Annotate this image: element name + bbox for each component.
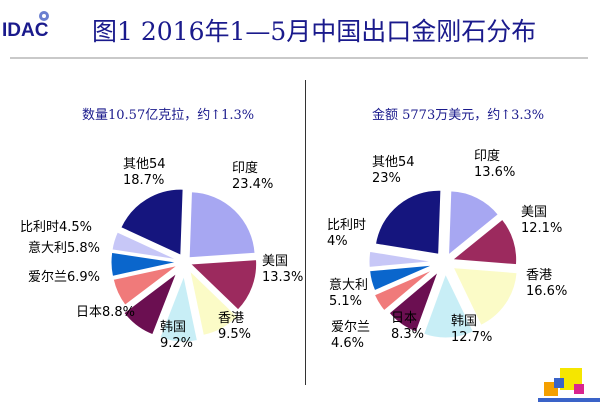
left-chart-title: 数量10.57亿克拉，约↑1.3% [82, 108, 255, 123]
pie-slice-比利时 [111, 231, 178, 261]
slice-label-印度: 印度 13.6% [474, 148, 515, 180]
pie-slice-印度 [188, 191, 256, 259]
pie-slice-印度 [448, 190, 499, 256]
pie-slice-香港 [189, 269, 239, 336]
slice-label-美国: 美国 13.3% [262, 254, 303, 285]
slice-label-意大利: 意大利 5.1% [329, 277, 368, 309]
title-divider [10, 57, 588, 59]
chart-divider [305, 80, 306, 385]
logo-text: IDAC [2, 20, 49, 41]
slice-label-印度: 印度 23.4% [232, 160, 273, 192]
slice-label-韩国: 韩国 12.7% [451, 314, 492, 345]
slice-label-美国: 美国 12.1% [521, 205, 562, 236]
pie-slice-美国 [451, 218, 518, 266]
pie-slice-意大利 [110, 251, 178, 277]
slice-label-意大利: 意大利5.8% [28, 240, 100, 256]
slice-label-爱尔兰: 爱尔兰6.9% [28, 270, 100, 285]
pie-slice-韩国 [159, 274, 198, 343]
pie-slice-韩国 [423, 272, 475, 339]
slice-label-比利时: 比利时4.5% [20, 220, 92, 235]
slice-label-香港: 香港 9.5% [218, 311, 251, 342]
slice-label-爱尔兰: 爱尔兰 4.6% [331, 320, 370, 351]
pie-slice-香港 [452, 267, 518, 326]
slice-label-其他54: 其他54 18.7% [123, 157, 166, 188]
corner-decoration [538, 368, 600, 402]
page-title: 图1 2016年1—5月中国出口金刚石分布 [92, 17, 537, 46]
pie-slice-爱尔兰 [112, 264, 179, 306]
slice-label-日本: 日本8.8% [76, 305, 135, 320]
slice-label-比利时: 比利时 4% [327, 218, 366, 249]
pie-slice-比利时 [368, 250, 434, 268]
slice-label-韩国: 韩国 9.2% [160, 320, 193, 351]
pie-slice-爱尔兰 [373, 268, 434, 312]
slice-label-其他54: 其他54 23% [372, 155, 415, 186]
pie-slice-日本 [388, 270, 440, 333]
idac-logo [39, 11, 49, 21]
slice-label-日本: 日本 8.3% [391, 311, 424, 342]
pie-slice-意大利 [369, 264, 434, 292]
pie-slice-美国 [189, 259, 258, 311]
pie-slice-日本 [123, 271, 178, 336]
pie-slice-其他54 [374, 189, 442, 255]
slice-label-香港: 香港 16.6% [526, 268, 567, 299]
pie-slice-其他54 [120, 188, 184, 256]
right-chart-title: 金额 5773万美元，约↑3.3% [372, 108, 545, 123]
